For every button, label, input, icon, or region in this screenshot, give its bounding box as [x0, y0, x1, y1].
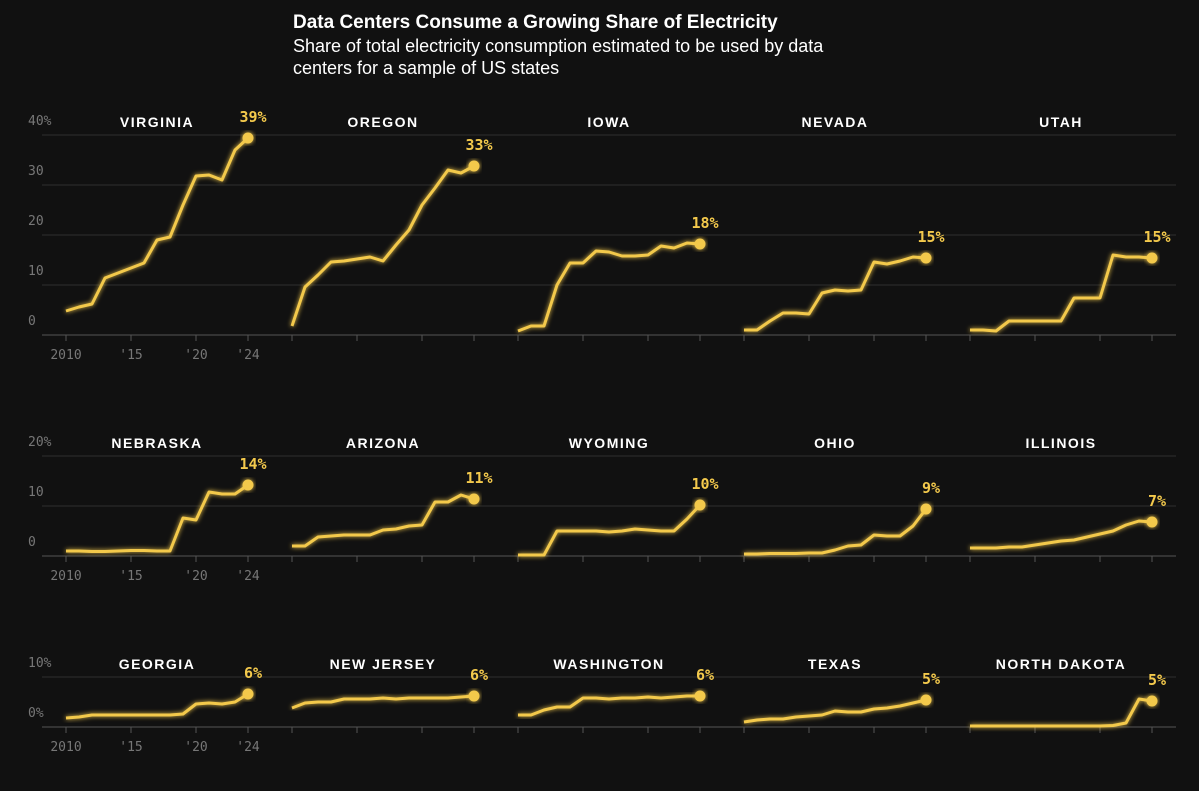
- end-dot: [242, 688, 254, 700]
- line: [291, 694, 475, 710]
- line: [290, 164, 475, 327]
- end-dot: [468, 160, 480, 172]
- value-label: 5%: [1148, 671, 1166, 689]
- x-tick-label: '24: [236, 569, 260, 584]
- x-tick-label: '20: [184, 348, 207, 363]
- end-dot: [1146, 695, 1158, 707]
- panel-title: ILLINOIS: [1025, 435, 1096, 451]
- panel-title: ARIZONA: [346, 435, 420, 451]
- value-label: 14%: [239, 455, 266, 473]
- y-tick-label: 20%: [28, 435, 52, 450]
- end-dot: [694, 238, 706, 250]
- line: [970, 697, 1153, 728]
- panel-title: NEW JERSEY: [330, 656, 437, 672]
- line: [970, 253, 1153, 333]
- value-label: 9%: [922, 479, 940, 497]
- y-tick-label: 20: [28, 214, 44, 229]
- end-dot: [468, 690, 480, 702]
- y-tick-label: 30: [28, 164, 44, 179]
- line: [517, 241, 701, 333]
- line: [744, 255, 927, 332]
- line: [518, 503, 702, 557]
- y-tick-label: 0%: [28, 706, 44, 721]
- value-label: 15%: [917, 228, 944, 246]
- line: [292, 493, 475, 548]
- end-dot: [694, 690, 706, 702]
- line: [65, 136, 250, 313]
- x-tick-label: '24: [236, 740, 260, 755]
- line: [65, 692, 249, 720]
- x-tick-label: 2010: [50, 348, 81, 363]
- panel-title: NEVADA: [801, 114, 868, 130]
- line: [743, 698, 927, 724]
- x-tick-label: '20: [184, 740, 207, 755]
- panel-title: WASHINGTON: [553, 656, 664, 672]
- y-tick-label: 0: [28, 535, 36, 550]
- line: [970, 519, 1153, 550]
- value-label: 6%: [470, 666, 488, 684]
- panel-title: WYOMING: [569, 435, 650, 451]
- value-label: 6%: [244, 664, 262, 682]
- y-tick-label: 10: [28, 485, 44, 500]
- end-dot: [920, 252, 932, 264]
- panel-title: GEORGIA: [119, 656, 196, 672]
- value-label: 15%: [1143, 228, 1170, 246]
- value-label: 18%: [691, 214, 718, 232]
- y-tick-label: 10%: [28, 656, 52, 671]
- panel-title: NORTH DAKOTA: [996, 656, 1127, 672]
- panel-title: UTAH: [1039, 114, 1083, 130]
- end-dot: [920, 694, 932, 706]
- panel-title: NEBRASKA: [111, 435, 202, 451]
- x-tick-label: '24: [236, 348, 260, 363]
- x-tick-label: '15: [119, 569, 142, 584]
- y-tick-label: 40%: [28, 114, 52, 129]
- end-dot: [242, 479, 254, 491]
- value-label: 5%: [922, 670, 940, 688]
- end-dot: [468, 493, 480, 505]
- value-label: 11%: [465, 469, 492, 487]
- x-tick-label: '15: [119, 348, 142, 363]
- x-tick-label: '15: [119, 740, 142, 755]
- end-dot: [1146, 516, 1158, 528]
- value-label: 7%: [1148, 492, 1166, 510]
- panel-title: VIRGINIA: [120, 114, 194, 130]
- line: [66, 483, 249, 553]
- value-label: 39%: [239, 108, 266, 126]
- line: [518, 694, 700, 717]
- panel-title: IOWA: [587, 114, 630, 130]
- x-tick-label: 2010: [50, 740, 81, 755]
- x-tick-label: 2010: [50, 569, 81, 584]
- line: [744, 508, 928, 556]
- subtitle: centers for a sample of US states: [293, 58, 559, 78]
- end-dot: [1146, 252, 1158, 264]
- x-tick-label: '20: [184, 569, 207, 584]
- chart-title: Data Centers Consume a Growing Share of …: [293, 12, 778, 33]
- y-tick-label: 10: [28, 264, 44, 279]
- end-dot: [242, 132, 254, 144]
- subtitle: Share of total electricity consumption e…: [293, 36, 824, 56]
- panel-title: OREGON: [347, 114, 418, 130]
- value-label: 33%: [465, 136, 492, 154]
- end-dot: [694, 499, 706, 511]
- y-tick-label: 0: [28, 314, 36, 329]
- end-dot: [920, 503, 932, 515]
- value-label: 10%: [691, 475, 718, 493]
- panel-title: TEXAS: [808, 656, 862, 672]
- panel-title: OHIO: [814, 435, 856, 451]
- value-label: 6%: [696, 666, 714, 684]
